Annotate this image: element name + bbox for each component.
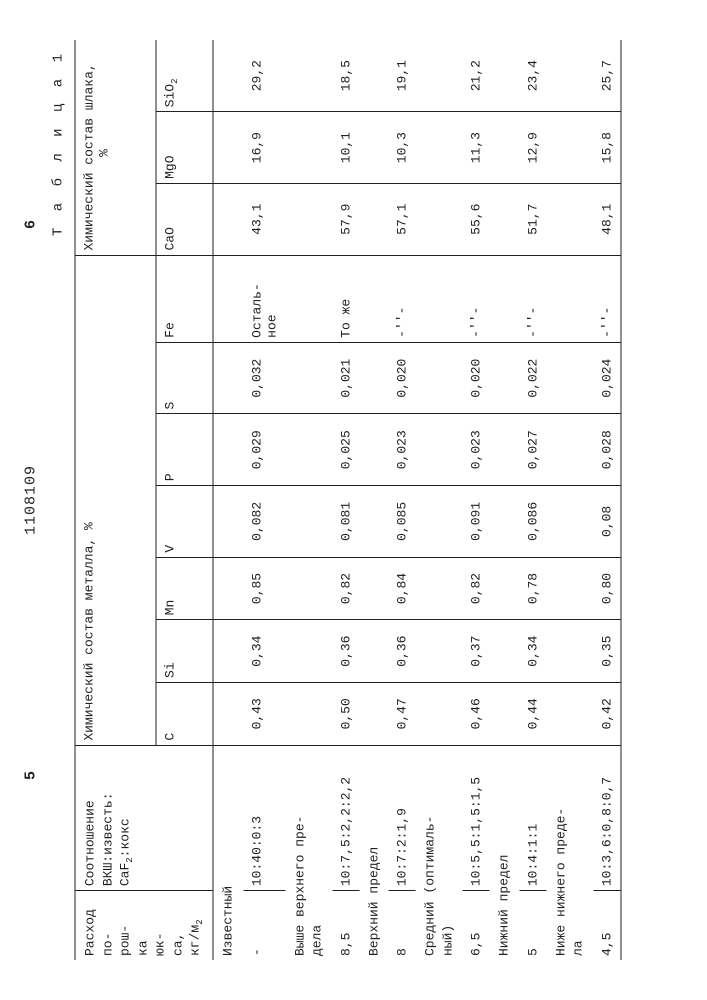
cell-rashod: 6,5 <box>462 891 489 960</box>
header-p: P <box>155 414 212 486</box>
cell-v: 0,091 <box>462 486 489 558</box>
cell-ratio: 10:7:2:1,9 <box>388 745 415 890</box>
cell-c: 0,46 <box>462 682 489 745</box>
cell-fe: -''- <box>388 255 415 342</box>
cell-sio2: 29,2 <box>243 40 285 112</box>
cell-mgo: 10,1 <box>332 112 359 184</box>
header-v: V <box>155 486 212 558</box>
cell-cao: 55,6 <box>462 183 489 255</box>
cell-mn: 0,82 <box>462 557 489 620</box>
cell-mgo: 15,8 <box>593 112 621 184</box>
cell-v: 0,086 <box>519 486 546 558</box>
cell-si: 0,35 <box>593 620 621 683</box>
header-si: Si <box>155 620 212 683</box>
cell-v: 0,08 <box>593 486 621 558</box>
cell-si: 0,36 <box>388 620 415 683</box>
page-number-right: 6 <box>22 220 39 229</box>
cell-c: 0,44 <box>519 682 546 745</box>
header-s: S <box>155 342 212 414</box>
header-mn: Mn <box>155 557 212 620</box>
cell-p: 0,027 <box>519 414 546 486</box>
cell-p: 0,023 <box>388 414 415 486</box>
rotated-page: 5 1108109 6 Т а б л и ц а 1 <box>0 0 707 1000</box>
cell-mgo: 12,9 <box>519 112 546 184</box>
header-ratio: СоотношениеВКШ:известь:CaF2:кокс <box>75 745 213 890</box>
cell-cao: 57,9 <box>332 183 359 255</box>
cell-rashod: 8,5 <box>332 891 359 960</box>
row-label: Выше верхнего пре-дела <box>285 745 332 960</box>
cell-mn: 0,84 <box>388 557 415 620</box>
row-label: Ниже нижнего преде-ла <box>546 745 593 960</box>
cell-mgo: 16,9 <box>243 112 285 184</box>
cell-sio2: 19,1 <box>388 40 415 112</box>
cell-mn: 0,82 <box>332 557 359 620</box>
row-label: Нижний предел <box>489 745 519 960</box>
cell-fe: -''- <box>462 255 489 342</box>
cell-ratio: 10:4:1:1 <box>519 745 546 890</box>
header-group-slag: Химический состав шлака, % <box>75 40 156 255</box>
header-c: C <box>155 682 212 745</box>
cell-s: 0,024 <box>593 342 621 414</box>
cell-v: 0,081 <box>332 486 359 558</box>
cell-ratio: 10:5,5:1,5:1,5 <box>462 745 489 890</box>
cell-cao: 43,1 <box>243 183 285 255</box>
cell-mn: 0,78 <box>519 557 546 620</box>
cell-rashod: 5 <box>519 891 546 960</box>
cell-cao: 51,7 <box>519 183 546 255</box>
cell-s: 0,021 <box>332 342 359 414</box>
cell-cao: 48,1 <box>593 183 621 255</box>
cell-c: 0,50 <box>332 682 359 745</box>
cell-v: 0,082 <box>243 486 285 558</box>
row-label: Известный <box>213 745 243 960</box>
cell-v: 0,085 <box>388 486 415 558</box>
cell-ratio: 10:40:0:3 <box>243 745 285 890</box>
cell-mgo: 10,3 <box>388 112 415 184</box>
cell-c: 0,47 <box>388 682 415 745</box>
cell-fe: Осталь-ное <box>243 255 285 342</box>
cell-fe: То же <box>332 255 359 342</box>
cell-rashod: - <box>243 891 285 960</box>
header-sio2: SiO2 <box>155 40 212 112</box>
cell-sio2: 23,4 <box>519 40 546 112</box>
cell-si: 0,36 <box>332 620 359 683</box>
cell-rashod: 4,5 <box>593 891 621 960</box>
cell-si: 0,34 <box>519 620 546 683</box>
cell-s: 0,020 <box>388 342 415 414</box>
cell-p: 0,025 <box>332 414 359 486</box>
header-cao: CaO <box>155 183 212 255</box>
cell-s: 0,022 <box>519 342 546 414</box>
cell-c: 0,42 <box>593 682 621 745</box>
header-fe: Fe <box>155 255 212 342</box>
page-numbers: 5 1108109 6 <box>22 0 42 1000</box>
header-group-metal: Химический состав металла, % <box>75 255 156 745</box>
cell-s: 0,032 <box>243 342 285 414</box>
header-mgo: MgO <box>155 112 212 184</box>
cell-sio2: 25,7 <box>593 40 621 112</box>
cell-si: 0,34 <box>243 620 285 683</box>
cell-sio2: 21,2 <box>462 40 489 112</box>
cell-rashod: 8 <box>388 891 415 960</box>
row-label: Верхний предел <box>359 745 389 960</box>
cell-si: 0,37 <box>462 620 489 683</box>
cell-p: 0,028 <box>593 414 621 486</box>
cell-mgo: 11,3 <box>462 112 489 184</box>
page-number-left: 5 <box>22 771 39 780</box>
cell-ratio: 10:3,6:0,8:0,7 <box>593 745 621 890</box>
cell-s: 0,020 <box>462 342 489 414</box>
cell-sio2: 18,5 <box>332 40 359 112</box>
row-label: Средний (оптималь-ный) <box>415 745 462 960</box>
cell-mn: 0,85 <box>243 557 285 620</box>
document-number: 1108109 <box>22 465 39 535</box>
cell-p: 0,029 <box>243 414 285 486</box>
cell-fe: -''- <box>519 255 546 342</box>
header-rashod: Расходпо-рош-каюк-са,кг/м2 <box>75 891 213 960</box>
cell-ratio: 10:7,5:2,2:2,2 <box>332 745 359 890</box>
data-table: Расходпо-рош-каюк-са,кг/м2 СоотношениеВК… <box>74 40 621 960</box>
cell-c: 0,43 <box>243 682 285 745</box>
cell-cao: 57,1 <box>388 183 415 255</box>
cell-fe: -''- <box>593 255 621 342</box>
cell-p: 0,023 <box>462 414 489 486</box>
table-caption: Т а б л и ц а 1 <box>50 50 66 236</box>
cell-mn: 0,80 <box>593 557 621 620</box>
